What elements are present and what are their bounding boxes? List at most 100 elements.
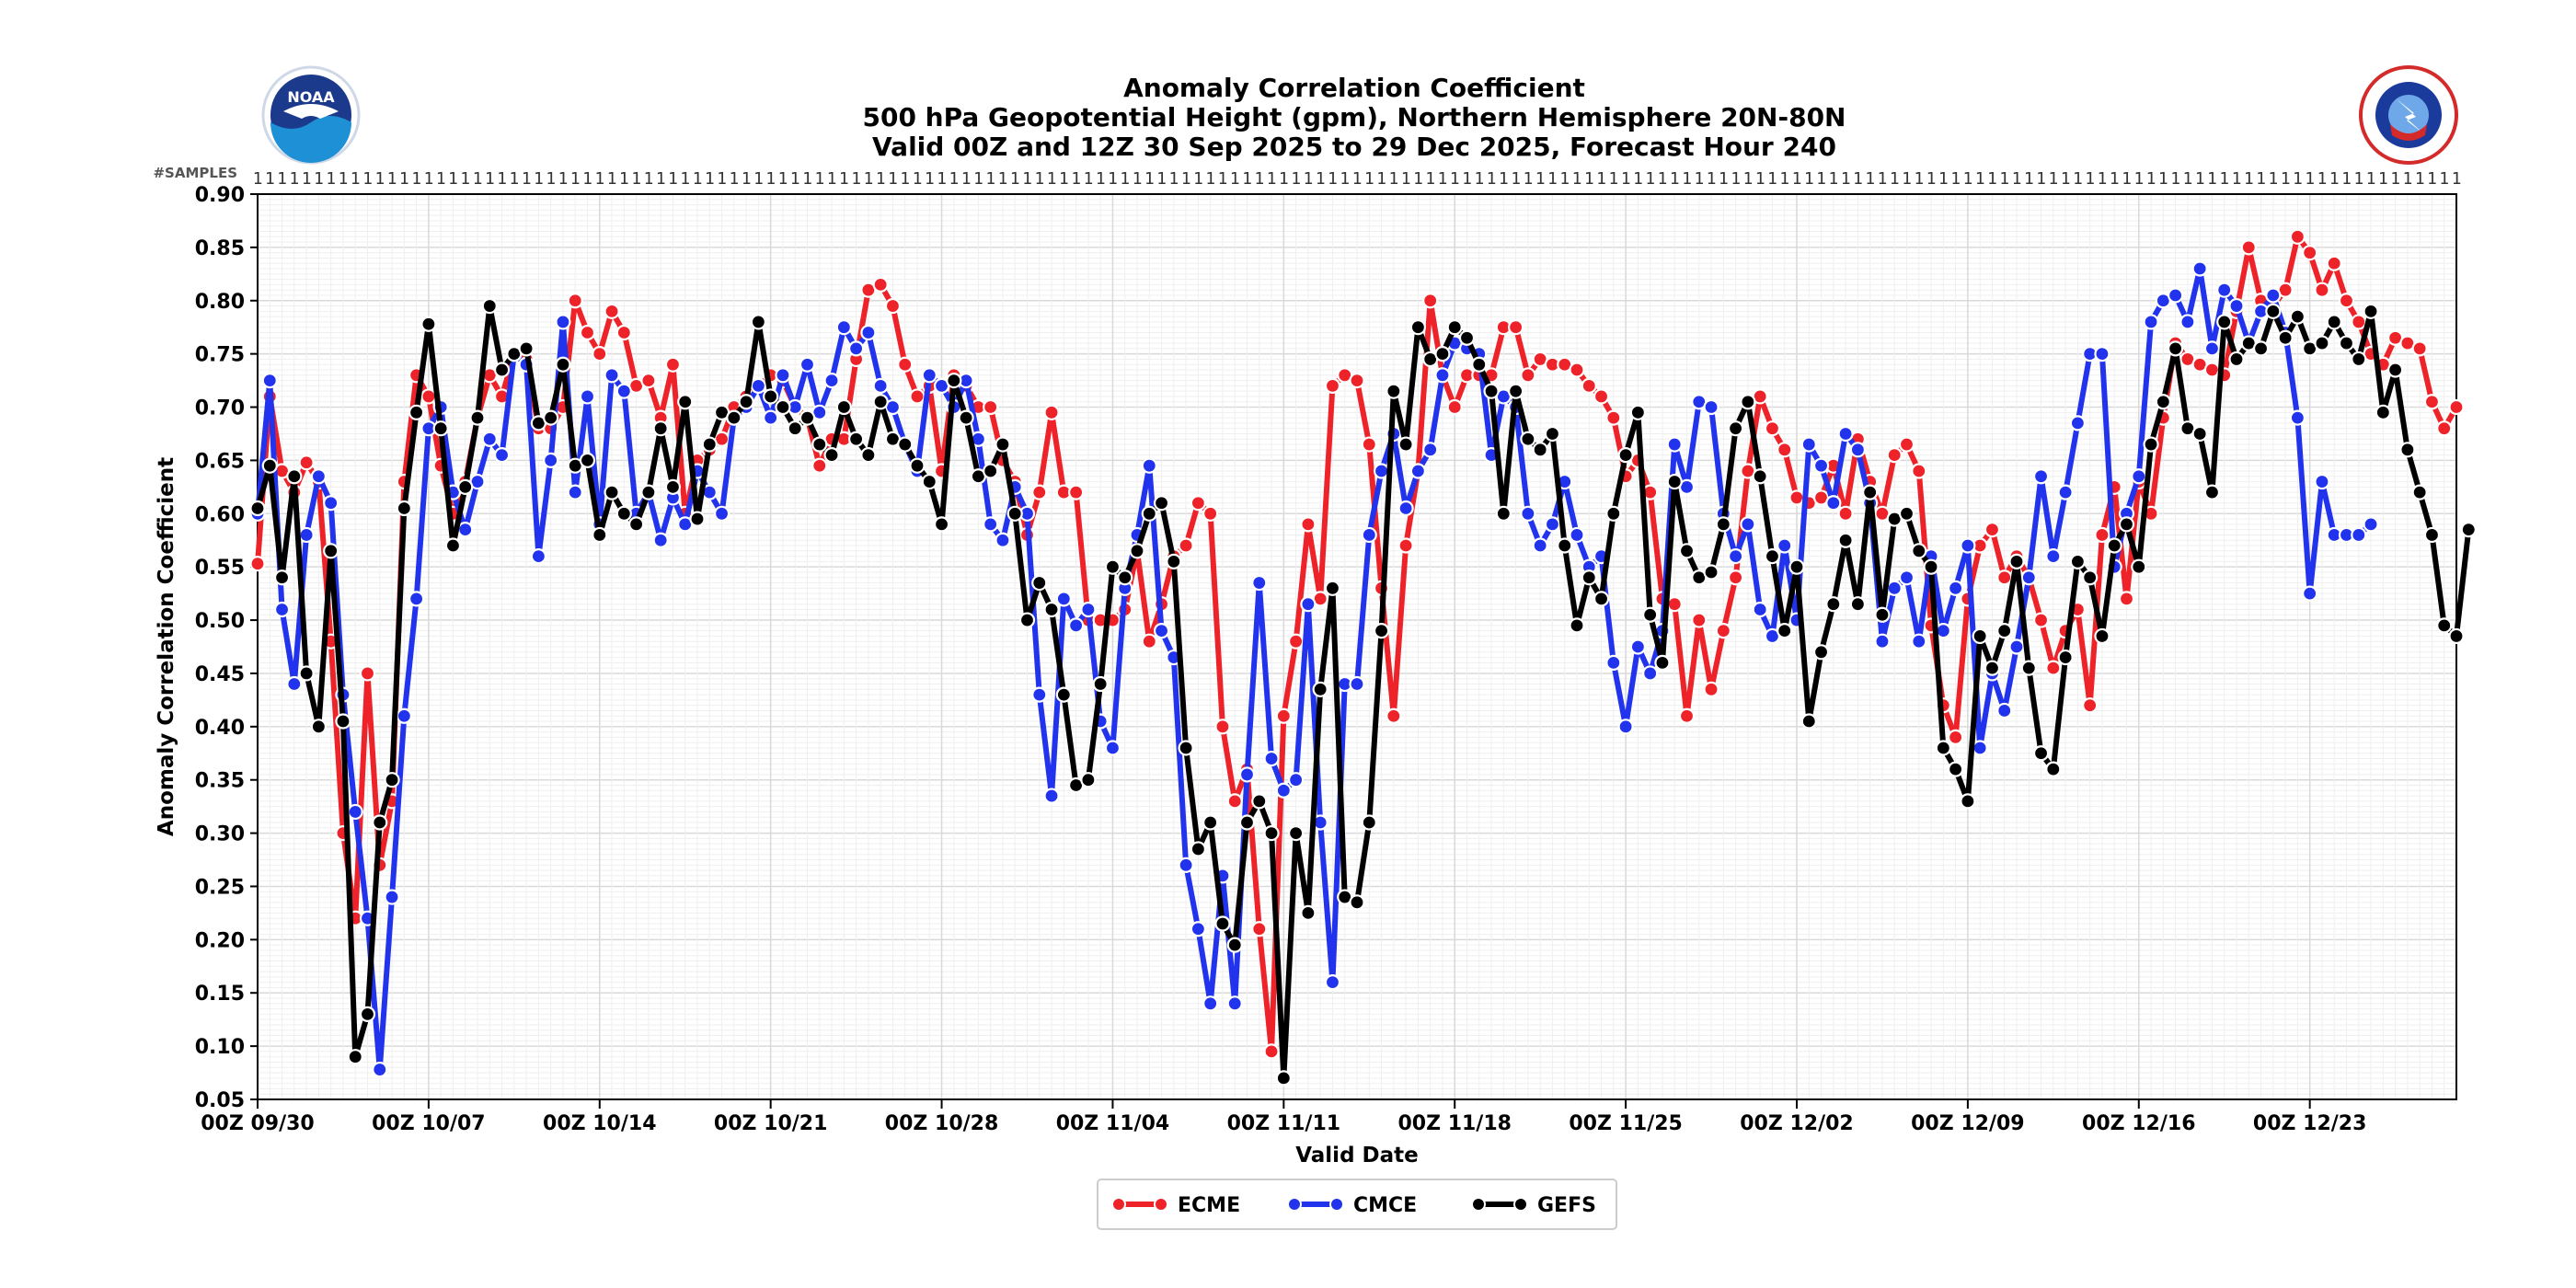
sample-count: 1 [362,169,373,189]
data-point-gefs [1495,505,1512,522]
data-point-gefs [1752,468,1768,485]
data-point-gefs [1434,346,1451,362]
data-point-gefs [2265,303,2282,319]
sample-count: 1 [1425,169,1435,189]
sample-count: 1 [2244,169,2254,189]
data-point-ecme [1178,537,1194,554]
sample-count: 1 [1401,169,1411,189]
data-point-gefs [921,473,937,490]
data-point-gefs [1984,660,2001,676]
y-axis: 0.05 0.10 0.15 0.20 0.25 0.30 0.35 0.40 0.45 0.50… [195,184,258,1112]
sample-count: 1 [643,169,653,189]
sample-count: 1 [2048,169,2058,189]
sample-count: 1 [1547,169,1558,189]
sample-count: 1 [900,169,910,189]
sample-count: 1 [949,169,959,189]
data-point-cmce [1238,766,1256,783]
data-point-gefs [640,484,657,500]
data-point-gefs [835,398,852,416]
data-point-ecme [1251,921,1268,937]
sample-count: 1 [570,169,581,189]
data-point-ecme [249,556,266,572]
data-point-cmce [408,591,425,607]
data-point-gefs [1788,558,1805,575]
sample-count: 1 [985,169,995,189]
x-tick-label: 00Z 11/25 [1569,1112,1683,1135]
data-point-cmce [1642,665,1659,682]
sample-count: 1 [937,169,947,189]
sample-count: 1 [1450,169,1460,189]
data-point-cmce [2314,473,2330,490]
data-point-cmce [1777,537,1793,554]
sample-count: 1 [326,169,336,189]
sample-count: 1 [1999,169,2009,189]
data-point-gefs [1031,574,1048,592]
sample-count: 1 [1755,169,1765,189]
data-point-ecme [2094,526,2110,544]
sample-count: 1 [387,169,397,189]
data-point-gefs [1849,596,1866,613]
sample-count: 1 [693,169,703,189]
x-tick-label: 00Z 12/09 [1911,1112,2025,1135]
x-tick-label: 00Z 09/30 [201,1112,315,1135]
data-point-gefs [273,569,291,586]
y-axis-label: Anomaly Correlation Coefficient [155,457,178,836]
sample-count: 1 [631,169,641,189]
data-point-gefs [1092,675,1109,693]
data-point-gefs [432,420,449,437]
sample-count: 1 [814,169,824,189]
data-point-gefs [1960,793,1976,810]
data-point-ecme [359,665,376,682]
data-point-cmce [347,803,363,821]
sample-count: 1 [2452,169,2462,189]
sample-count: 1 [1742,169,1753,189]
sample-count: 1 [2366,169,2376,189]
sample-count: 1 [1242,169,1252,189]
data-point-cmce [481,431,498,447]
data-point-ecme [1520,367,1536,384]
data-point-cmce [983,516,999,533]
data-point-cmce [1178,857,1194,873]
legend-label: ECME [1178,1194,1240,1217]
data-point-gefs [1018,612,1036,628]
data-point-cmce [1703,398,1719,416]
sample-count: 1 [1254,169,1264,189]
sample-count: 1 [1865,169,1875,189]
data-point-gefs [2082,569,2099,586]
data-point-cmce [1605,654,1622,671]
data-point-cmce [1666,436,1683,453]
data-point-ecme [2351,314,2367,330]
y-tick-label: 0.85 [195,237,245,260]
data-point-ecme [1728,569,1744,586]
data-point-gefs [1520,431,1536,447]
data-point-gefs [2032,745,2050,762]
sample-count: 1 [314,169,324,189]
sample-count: 1 [423,169,433,189]
sample-count: 1 [1719,169,1729,189]
data-point-cmce [1324,974,1341,991]
sample-count: 1 [1950,169,1961,189]
data-point-gefs [2168,340,2184,357]
x-tick-label: 00Z 10/14 [543,1112,657,1135]
sample-count: 1 [851,169,861,189]
data-point-gefs [1251,793,1268,810]
data-point-gefs [1080,772,1097,788]
sample-count: 1 [680,169,690,189]
sample-count: 1 [2036,169,2046,189]
data-point-cmce [1532,537,1548,554]
sample-count: 1 [1096,169,1106,189]
data-point-cmce [1948,580,1964,596]
data-point-cmce [799,356,816,373]
data-point-gefs [738,394,754,410]
data-point-gefs [1117,569,1133,586]
data-point-cmce [543,452,559,469]
sample-count: 1 [374,169,385,189]
sample-count: 1 [1938,169,1949,189]
sample-count: 1 [1108,169,1118,189]
sample-count: 1 [1962,169,1972,189]
sample-count: 1 [582,169,592,189]
sample-count: 1 [594,169,604,189]
data-point-gefs [1629,404,1646,420]
x-tick-label: 00Z 12/23 [2253,1112,2367,1135]
data-point-gefs [2351,351,2367,368]
